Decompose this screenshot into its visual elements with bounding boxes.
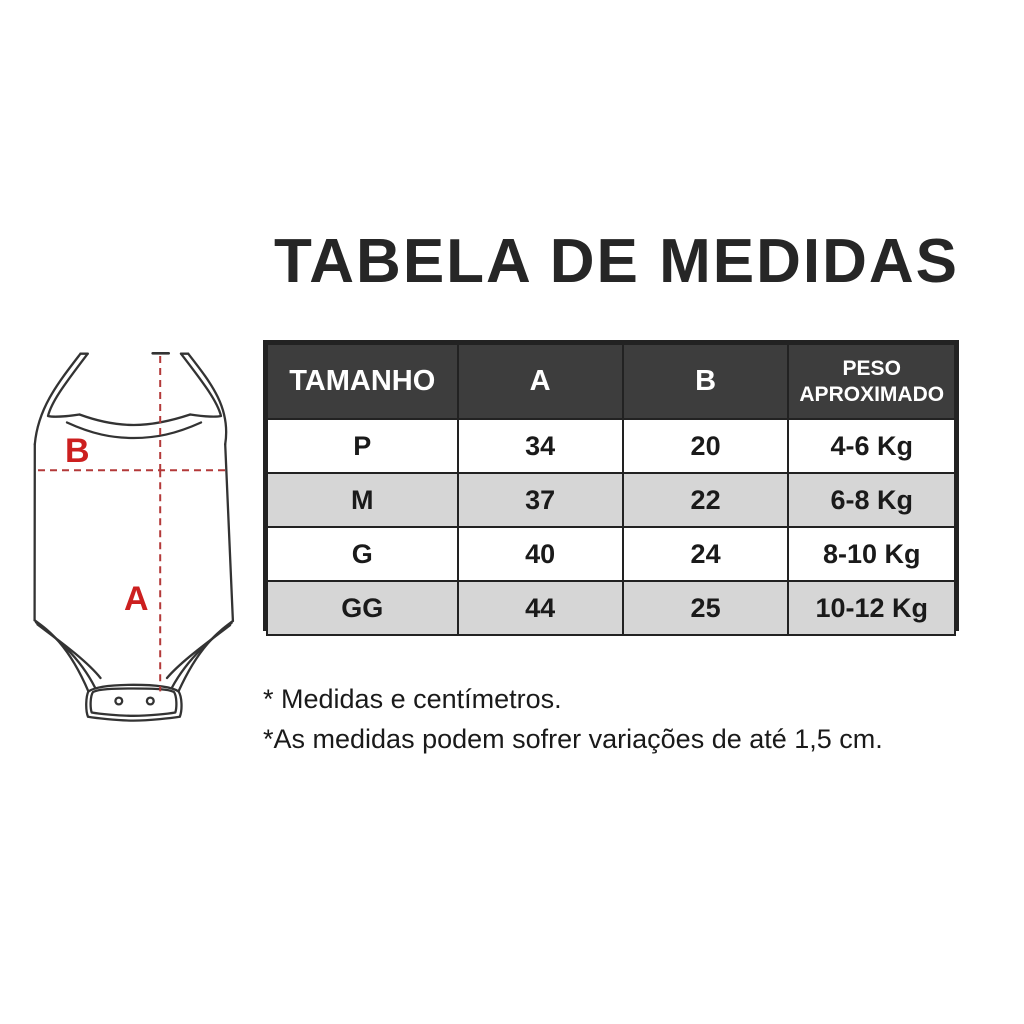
svg-text:B: B <box>65 432 90 470</box>
svg-text:A: A <box>124 580 149 618</box>
